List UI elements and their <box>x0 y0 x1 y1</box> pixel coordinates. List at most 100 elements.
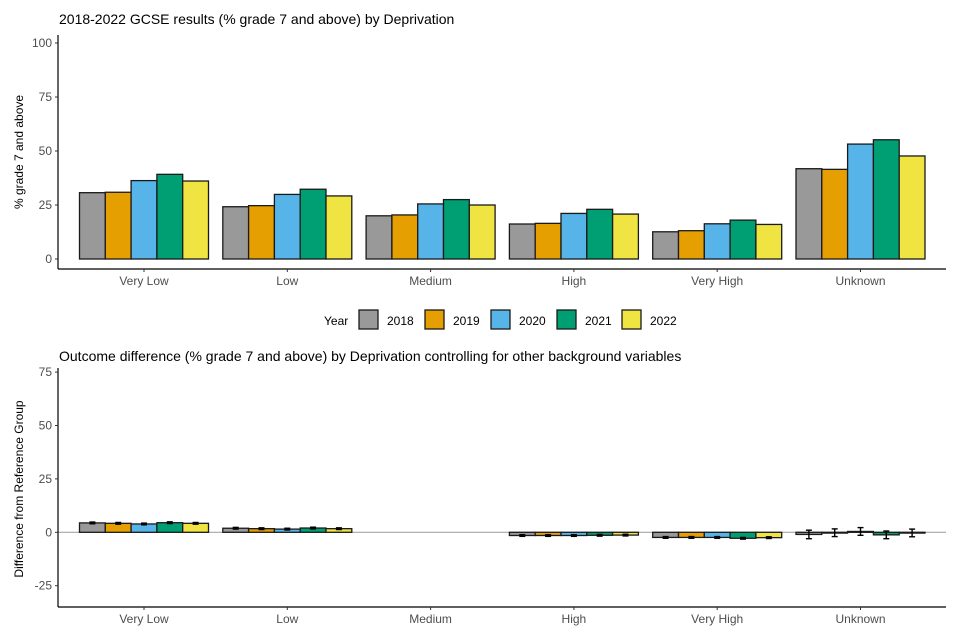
error-bar-very-low-2020 <box>141 522 147 526</box>
x-tick-label-very-low: Very Low <box>119 612 169 626</box>
error-bar-high-2020 <box>570 533 577 538</box>
bar-high-2019 <box>534 222 562 260</box>
bar-group-high <box>508 208 640 260</box>
error-bar-unknown-2021 <box>883 530 890 540</box>
legend-label: 2022 <box>650 314 677 328</box>
bar-group-very-high <box>652 531 783 540</box>
legend-item-2019: 2019 <box>424 309 480 330</box>
chart1-y-axis: 0 25 50 75 100 <box>32 35 59 269</box>
legend-swatch <box>490 309 511 330</box>
y-tick-label: 100 <box>32 36 52 50</box>
bar-low-2018 <box>222 206 250 260</box>
bar-group-very-low <box>78 173 210 260</box>
legend-item-2020: 2020 <box>490 309 546 330</box>
bar-very-low-2019 <box>104 191 132 260</box>
chart2-title: Outcome difference (% grade 7 and above)… <box>59 348 681 364</box>
legend-title: Year <box>324 314 348 328</box>
error-bar-high-2019 <box>545 533 552 538</box>
chart-outcome-difference: Outcome difference (% grade 7 and above)… <box>12 348 946 626</box>
error-bar-very-high-2018 <box>662 535 669 539</box>
error-bar-low-2020 <box>284 527 291 531</box>
bar-very-high-2022 <box>755 223 783 260</box>
bar-high-2022 <box>611 213 640 260</box>
bar-very-low-2021 <box>156 173 184 260</box>
bar-group-low <box>222 526 353 533</box>
bar-unknown-2020 <box>846 143 875 260</box>
x-tick-label-medium: Medium <box>409 612 452 626</box>
bar-group-very-low <box>78 521 210 533</box>
bar-unknown-2018 <box>795 168 823 260</box>
x-tick-label-high: High <box>562 274 587 288</box>
bar-very-low-2018 <box>78 192 106 260</box>
error-bar-unknown-2020 <box>857 526 864 536</box>
bar-very-high-2021 <box>729 219 757 260</box>
error-bar-very-high-2022 <box>765 536 772 540</box>
chart2-x-axis: Very Low Low Medium High Very High Unknown <box>58 606 946 626</box>
bar-high-2020 <box>560 212 588 260</box>
bar-medium-2020 <box>417 203 445 260</box>
error-bar-very-low-2021 <box>166 521 173 525</box>
bar-group-low <box>222 188 353 260</box>
y-tick-label: -25 <box>35 579 53 593</box>
bar-group-unknown <box>795 139 926 260</box>
error-bar-unknown-2019 <box>831 528 838 538</box>
bar-very-high-2018 <box>652 231 680 260</box>
y-tick-label: 75 <box>39 365 53 379</box>
legend-label: 2018 <box>387 314 414 328</box>
bar-very-high-2019 <box>677 230 705 260</box>
error-bar-very-low-2018 <box>89 521 96 525</box>
chart1-y-axis-title: % grade 7 and above <box>12 95 26 209</box>
error-bar-very-high-2020 <box>714 535 721 539</box>
bar-low-2021 <box>299 188 327 260</box>
x-tick-label-high: High <box>562 612 587 626</box>
error-bar-high-2021 <box>596 533 603 537</box>
y-tick-label: 75 <box>39 90 53 104</box>
x-tick-label-medium: Medium <box>409 274 452 288</box>
legend: Year 2018 2019 2020 2021 2022 <box>324 309 677 330</box>
bar-medium-2022 <box>468 204 496 260</box>
chart2-y-axis-title: Difference from Reference Group <box>12 400 26 578</box>
bar-group-very-high <box>652 219 783 260</box>
x-tick-label-unknown: Unknown <box>835 274 885 288</box>
error-bar-high-2022 <box>622 533 629 537</box>
legend-label: 2019 <box>453 314 480 328</box>
error-bar-unknown-2022 <box>909 528 916 538</box>
error-bar-low-2022 <box>335 527 342 531</box>
bar-high-2018 <box>508 223 536 260</box>
y-tick-label: 25 <box>39 472 53 486</box>
legend-items: 2018 2019 2020 2021 2022 <box>358 309 677 330</box>
legend-label: 2020 <box>519 314 546 328</box>
bar-low-2019 <box>247 204 276 260</box>
bar-very-high-2020 <box>703 223 731 260</box>
bar-low-2022 <box>325 195 353 260</box>
bar-unknown-2021 <box>872 139 900 260</box>
bar-unknown-2022 <box>898 155 926 260</box>
legend-swatch <box>424 309 445 330</box>
y-tick-label: 0 <box>45 525 52 539</box>
error-bar-high-2018 <box>519 533 526 538</box>
error-bar-very-high-2019 <box>688 535 695 539</box>
x-tick-label-low: Low <box>276 612 298 626</box>
chart2-bars <box>78 521 926 540</box>
y-tick-label: 25 <box>39 198 53 212</box>
legend-swatch <box>556 309 577 330</box>
y-tick-label: 50 <box>39 144 53 158</box>
legend-swatch <box>358 309 379 330</box>
bar-high-2021 <box>586 208 614 260</box>
chart-gcse-results: 2018-2022 GCSE results (% grade 7 and ab… <box>12 11 946 288</box>
bar-very-low-2022 <box>182 180 210 260</box>
error-bar-low-2019 <box>258 527 265 531</box>
bar-group-high <box>508 531 640 538</box>
bar-group-unknown <box>795 526 926 540</box>
bar-medium-2019 <box>391 214 419 260</box>
error-bar-low-2018 <box>232 526 239 530</box>
error-bar-very-low-2019 <box>115 521 122 525</box>
chart1-title: 2018-2022 GCSE results (% grade 7 and ab… <box>59 11 454 27</box>
bar-very-low-2020 <box>130 179 158 260</box>
error-bar-very-low-2022 <box>192 521 199 525</box>
chart1-bars <box>78 139 926 260</box>
x-tick-label-unknown: Unknown <box>835 612 885 626</box>
y-tick-label: 50 <box>39 419 53 433</box>
bar-medium-2018 <box>365 215 393 260</box>
